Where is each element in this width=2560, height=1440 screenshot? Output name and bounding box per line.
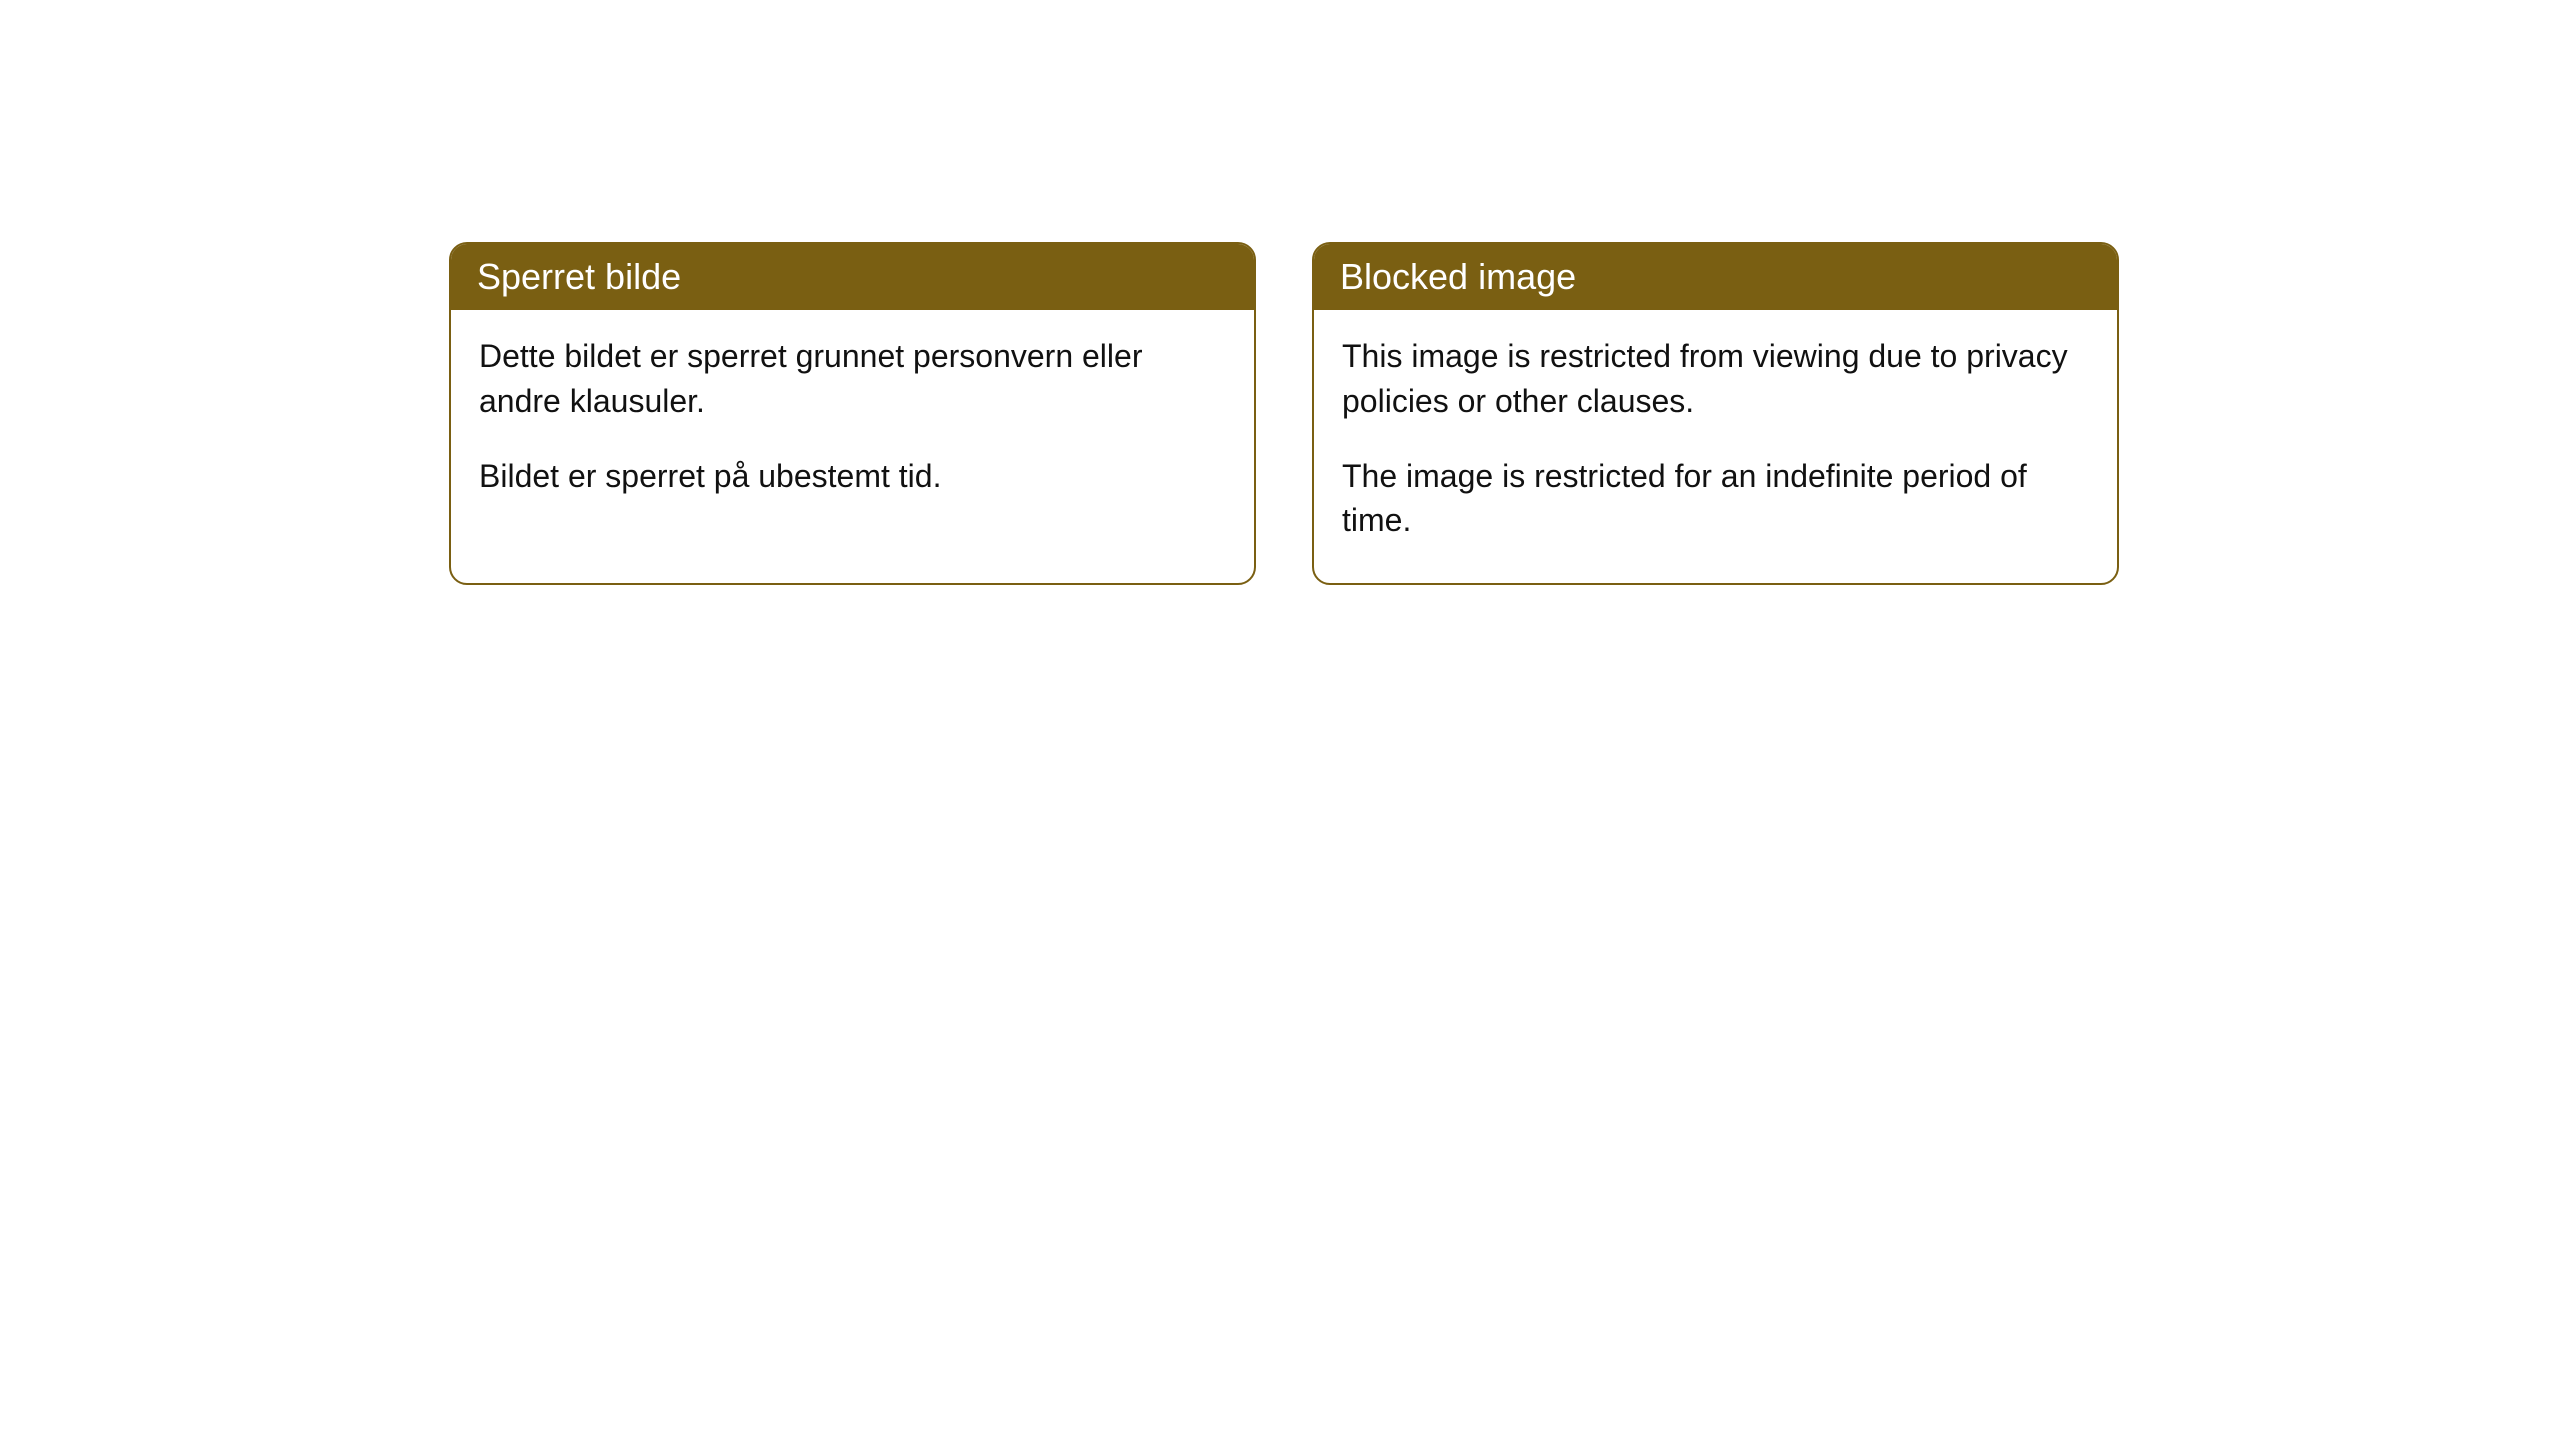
blocked-image-card-norwegian: Sperret bilde Dette bildet er sperret gr…: [449, 242, 1256, 585]
card-header: Sperret bilde: [451, 244, 1254, 310]
card-paragraph: This image is restricted from viewing du…: [1342, 334, 2089, 424]
card-body: Dette bildet er sperret grunnet personve…: [451, 310, 1254, 538]
card-body: This image is restricted from viewing du…: [1314, 310, 2117, 583]
card-paragraph: The image is restricted for an indefinit…: [1342, 454, 2089, 544]
card-header: Blocked image: [1314, 244, 2117, 310]
blocked-image-card-english: Blocked image This image is restricted f…: [1312, 242, 2119, 585]
cards-container: Sperret bilde Dette bildet er sperret gr…: [0, 0, 2560, 585]
card-paragraph: Bildet er sperret på ubestemt tid.: [479, 454, 1226, 499]
card-title: Blocked image: [1340, 256, 1576, 297]
card-paragraph: Dette bildet er sperret grunnet personve…: [479, 334, 1226, 424]
card-title: Sperret bilde: [477, 256, 681, 297]
